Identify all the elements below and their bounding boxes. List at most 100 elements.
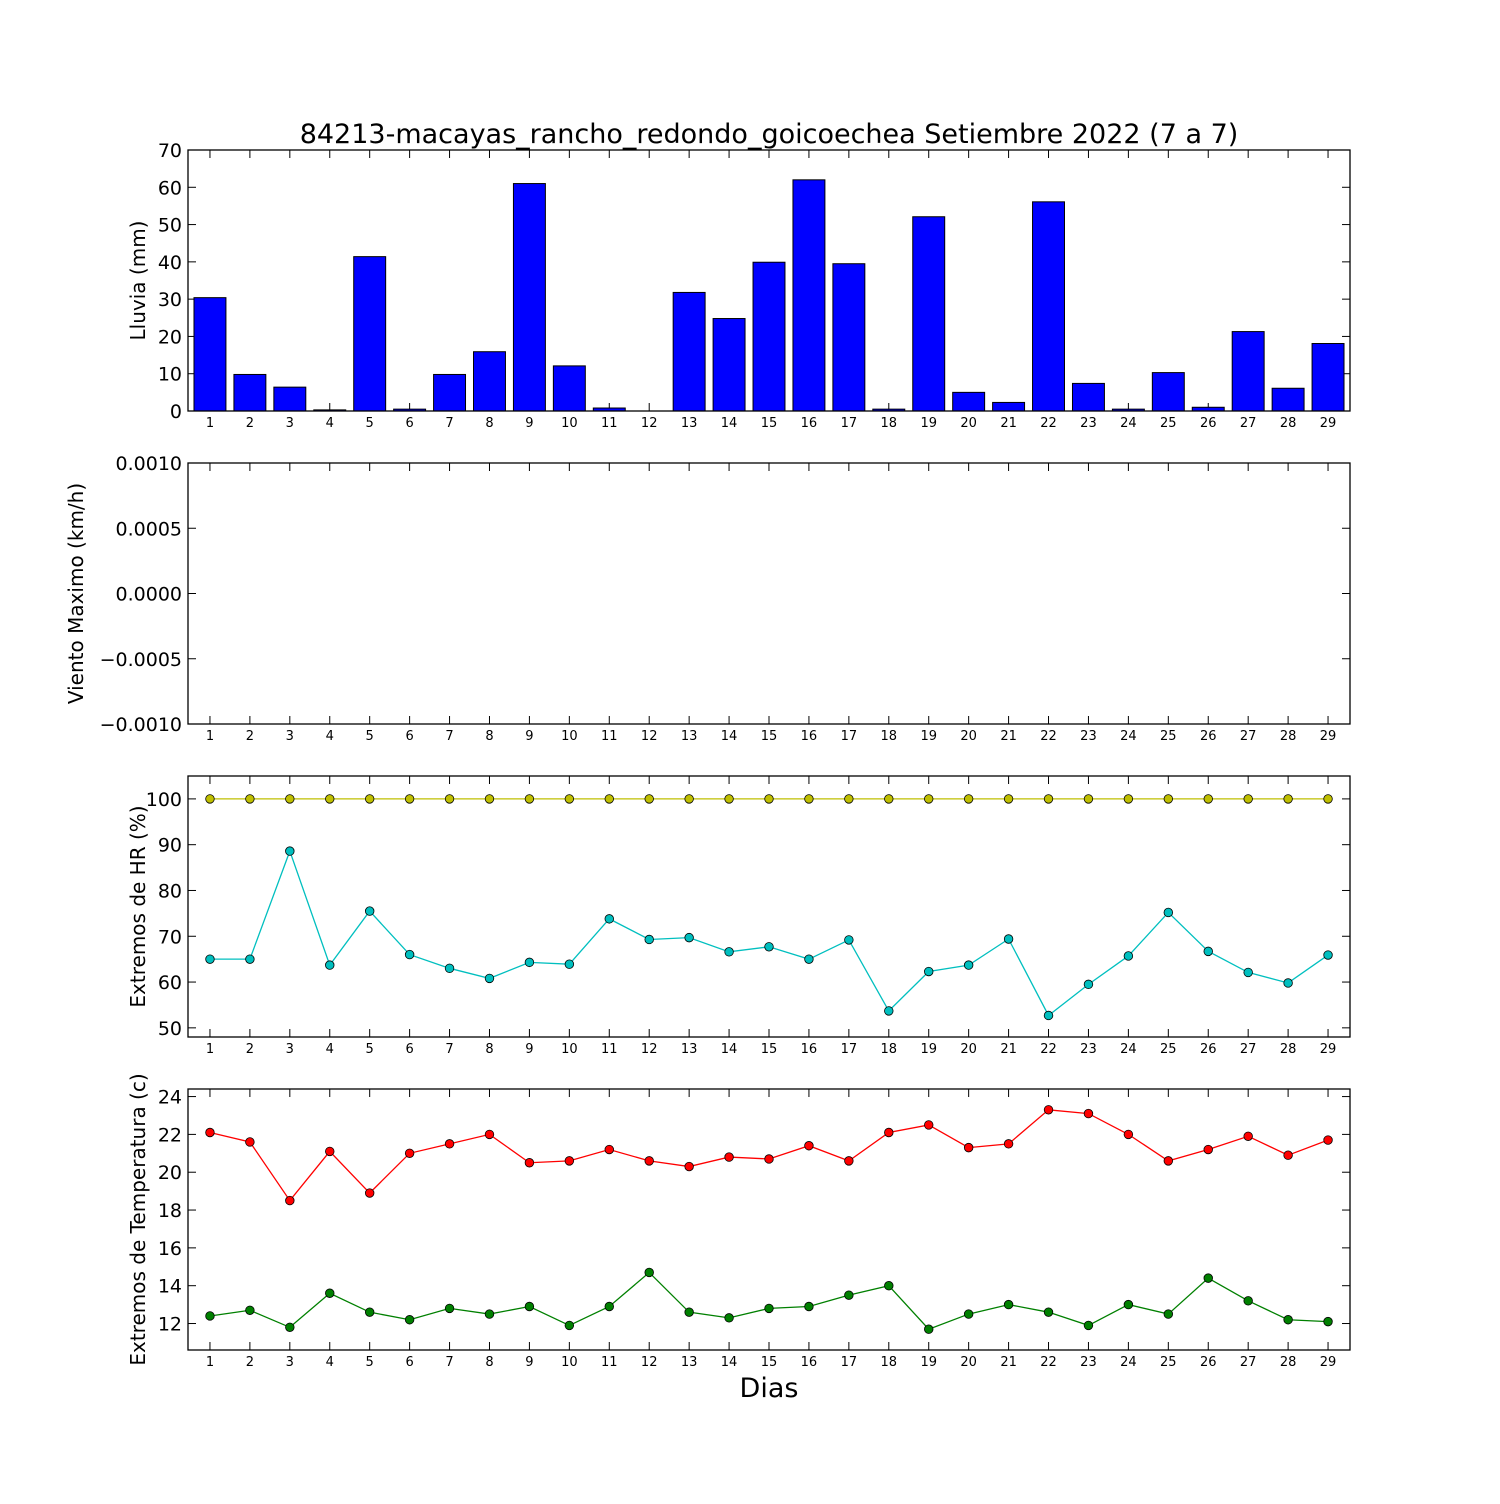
data-point	[644, 1156, 654, 1166]
data-point	[884, 1006, 894, 1016]
y-tick-label: 0.0000	[116, 584, 182, 606]
x-tick-label: 12	[641, 1355, 658, 1370]
data-point	[325, 960, 335, 970]
data-point	[1163, 1309, 1174, 1319]
bar	[672, 291, 706, 412]
data-point	[604, 1301, 614, 1312]
data-point	[524, 957, 535, 968]
data-point	[325, 1288, 335, 1298]
data-point	[564, 959, 575, 969]
x-tick-label: 23	[1080, 1355, 1097, 1370]
data-point	[1283, 1315, 1293, 1325]
x-tick-label: 25	[1160, 416, 1177, 431]
x-tick-label: 2	[246, 729, 254, 744]
bar	[912, 216, 946, 412]
y-tick-label: 24	[158, 1087, 182, 1109]
data-point	[524, 1158, 535, 1168]
x-tick-label: 27	[1240, 1355, 1257, 1370]
bar	[1032, 201, 1065, 412]
x-tick-label: 4	[326, 1042, 334, 1057]
data-point	[604, 794, 614, 804]
data-point	[444, 794, 455, 804]
x-tick-label: 18	[881, 1042, 898, 1057]
data-point	[644, 1267, 654, 1278]
x-tick-label: 22	[1040, 1355, 1057, 1370]
data-point	[924, 1120, 934, 1130]
bar	[752, 261, 786, 412]
x-tick-label: 26	[1200, 1355, 1217, 1370]
x-tick-label: 16	[801, 729, 818, 744]
x-tick-label: 8	[485, 416, 493, 431]
x-tick-label: 24	[1120, 729, 1137, 744]
bar	[832, 263, 866, 412]
x-tick-label: 8	[485, 729, 493, 744]
data-point	[484, 1129, 495, 1140]
series-line	[209, 1271, 1329, 1330]
data-point	[684, 1307, 694, 1317]
data-point	[724, 1313, 734, 1323]
data-point	[285, 794, 295, 804]
data-point	[245, 1137, 255, 1147]
y-tick-label: 20	[158, 326, 182, 348]
x-tick-label: 13	[681, 1355, 698, 1370]
x-tick-label: 13	[681, 416, 698, 431]
bar	[712, 318, 746, 412]
x-tick-label: 26	[1200, 416, 1217, 431]
x-tick-label: 6	[405, 416, 413, 431]
x-tick-label: 8	[485, 1042, 493, 1057]
data-point	[1203, 1144, 1213, 1155]
x-tick-label: 13	[681, 729, 698, 744]
data-point	[684, 794, 694, 804]
x-tick-label: 2	[246, 1355, 254, 1370]
data-point	[764, 1154, 774, 1164]
data-point	[804, 954, 814, 964]
x-tick-label: 10	[561, 1355, 578, 1370]
x-tick-label: 12	[641, 416, 658, 431]
x-tick-label: 10	[561, 729, 578, 744]
x-tick-label: 29	[1320, 1355, 1337, 1370]
x-tick-label: 20	[960, 1042, 977, 1057]
y-tick-label: 70	[158, 140, 182, 162]
x-tick-label: 18	[881, 1355, 898, 1370]
data-point	[1163, 907, 1174, 918]
data-point	[484, 1309, 495, 1319]
x-tick-label: 11	[601, 1355, 618, 1370]
bar	[1231, 331, 1265, 412]
bar	[433, 373, 467, 412]
data-point	[1003, 1299, 1014, 1310]
x-tick-label: 17	[841, 729, 858, 744]
y-tick-label: −0.0010	[100, 714, 182, 736]
y-axis-label: Viento Maximo (km/h)	[64, 483, 88, 704]
y-tick-label: 0.0010	[116, 453, 182, 475]
y-tick-label: 22	[158, 1124, 182, 1146]
data-point	[1203, 794, 1213, 804]
x-tick-label: 21	[1000, 416, 1017, 431]
data-point	[724, 1152, 734, 1162]
y-axis-label: Extremos de Temperatura (c)	[126, 1073, 150, 1365]
x-tick-label: 26	[1200, 729, 1217, 744]
x-tick-label: 12	[641, 1042, 658, 1057]
y-tick-label: 90	[158, 835, 182, 857]
data-point	[285, 1322, 295, 1333]
data-point	[1163, 1156, 1174, 1166]
data-point	[844, 935, 854, 945]
x-tick-label: 29	[1320, 416, 1337, 431]
y-tick-label: 70	[158, 926, 182, 948]
plot-frame	[187, 775, 1351, 1038]
y-tick-label: 10	[158, 364, 182, 386]
bar	[552, 365, 586, 412]
data-point	[364, 794, 375, 804]
x-tick-label: 14	[721, 1355, 738, 1370]
data-point	[924, 966, 934, 977]
x-tick-label: 16	[801, 1042, 818, 1057]
x-tick-label: 27	[1240, 416, 1257, 431]
x-tick-label: 5	[366, 1042, 374, 1057]
x-tick-label: 28	[1280, 416, 1297, 431]
x-tick-label: 28	[1280, 1042, 1297, 1057]
data-point	[524, 794, 535, 804]
y-tick-label: 50	[158, 215, 182, 237]
x-tick-label: 9	[525, 1042, 533, 1057]
data-point	[684, 1161, 694, 1172]
x-tick-label: 17	[841, 1042, 858, 1057]
